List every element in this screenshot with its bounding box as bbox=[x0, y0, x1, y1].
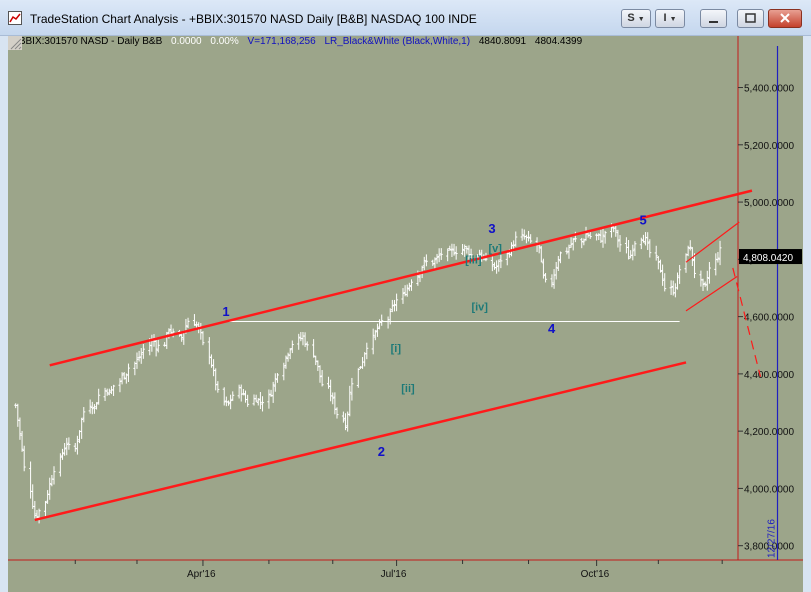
y-tick-label: 4,400.0000 bbox=[744, 370, 794, 381]
wave-label-minor-0: [i] bbox=[391, 343, 402, 355]
y-tick-label: 4,200.0000 bbox=[744, 427, 794, 438]
chevron-down-icon: ▼ bbox=[669, 16, 677, 23]
status-value-2: 4804.4399 bbox=[534, 36, 583, 47]
trendline-upper-channel bbox=[49, 189, 753, 367]
date-marker-label: 12/27/16 bbox=[767, 519, 778, 558]
restore-icon bbox=[745, 13, 756, 23]
status-change: 0.0000 bbox=[171, 36, 202, 47]
wave-label-3: 3 bbox=[488, 221, 495, 236]
x-tick-label: Oct'16 bbox=[581, 569, 610, 580]
wave-label-1: 1 bbox=[222, 304, 229, 319]
price-bars bbox=[14, 223, 722, 524]
trendline-wedge-upper bbox=[685, 221, 740, 263]
wave-label-minor-2: [iii] bbox=[465, 254, 482, 266]
wave-label-5: 5 bbox=[639, 212, 646, 227]
status-indicator: LR_Black&White (Black,White,1) bbox=[324, 36, 471, 47]
trendline-wedge-lower bbox=[685, 276, 738, 312]
minimize-icon bbox=[709, 21, 718, 23]
status-symbol: +BBIX:301570 NASD - Daily B&B bbox=[13, 36, 163, 47]
window-title: TradeStation Chart Analysis - +BBIX:3015… bbox=[30, 12, 477, 26]
status-volume: V=171,168,256 bbox=[247, 36, 316, 47]
wave-label-2: 2 bbox=[378, 444, 385, 459]
status-value-1: 4840.8091 bbox=[478, 36, 527, 47]
y-tick-label: 5,200.0000 bbox=[744, 141, 794, 152]
chart-app-icon bbox=[8, 11, 22, 25]
wave-label-minor-4: [v] bbox=[488, 243, 502, 255]
symbol-link-label: S bbox=[627, 12, 635, 24]
minimize-button[interactable] bbox=[700, 9, 727, 28]
wave-label-4: 4 bbox=[548, 321, 556, 336]
price-chart[interactable]: 5,400.00005,200.00005,000.00004,800.0000… bbox=[8, 36, 803, 592]
info-link-button[interactable]: I ▼ bbox=[655, 9, 685, 28]
last-price-box bbox=[739, 249, 802, 265]
wave-label-minor-3: [iv] bbox=[471, 302, 488, 314]
chart-area[interactable]: 5,400.00005,200.00005,000.00004,800.0000… bbox=[8, 36, 803, 592]
last-price-label: 4,808.0420 bbox=[743, 253, 793, 264]
symbol-link-button[interactable]: S ▼ bbox=[621, 9, 651, 28]
trendline-projection bbox=[732, 267, 762, 377]
info-link-label: I bbox=[663, 12, 667, 24]
y-tick-label: 5,000.0000 bbox=[744, 198, 794, 209]
close-button[interactable] bbox=[768, 9, 802, 28]
close-icon bbox=[780, 13, 790, 23]
title-bar: TradeStation Chart Analysis - +BBIX:3015… bbox=[0, 0, 811, 36]
chart-status-line: +BBIX:301570 NASD - Daily B&B 0.0000 0.0… bbox=[13, 36, 588, 47]
y-tick-label: 4,000.0000 bbox=[744, 484, 794, 495]
chevron-down-icon: ▼ bbox=[637, 16, 645, 23]
x-tick-label: Apr'16 bbox=[187, 569, 216, 580]
x-tick-label: Jul'16 bbox=[381, 569, 407, 580]
y-tick-label: 4,600.0000 bbox=[744, 313, 794, 324]
trendline-lower-channel bbox=[34, 361, 687, 522]
status-change-pct: 0.00% bbox=[210, 36, 239, 47]
maximize-button[interactable] bbox=[737, 9, 764, 28]
y-tick-label: 5,400.0000 bbox=[744, 84, 794, 95]
resize-grip-icon[interactable] bbox=[8, 36, 22, 50]
y-tick-label: 3,800.0000 bbox=[744, 542, 794, 553]
wave-label-minor-1: [ii] bbox=[401, 383, 415, 395]
